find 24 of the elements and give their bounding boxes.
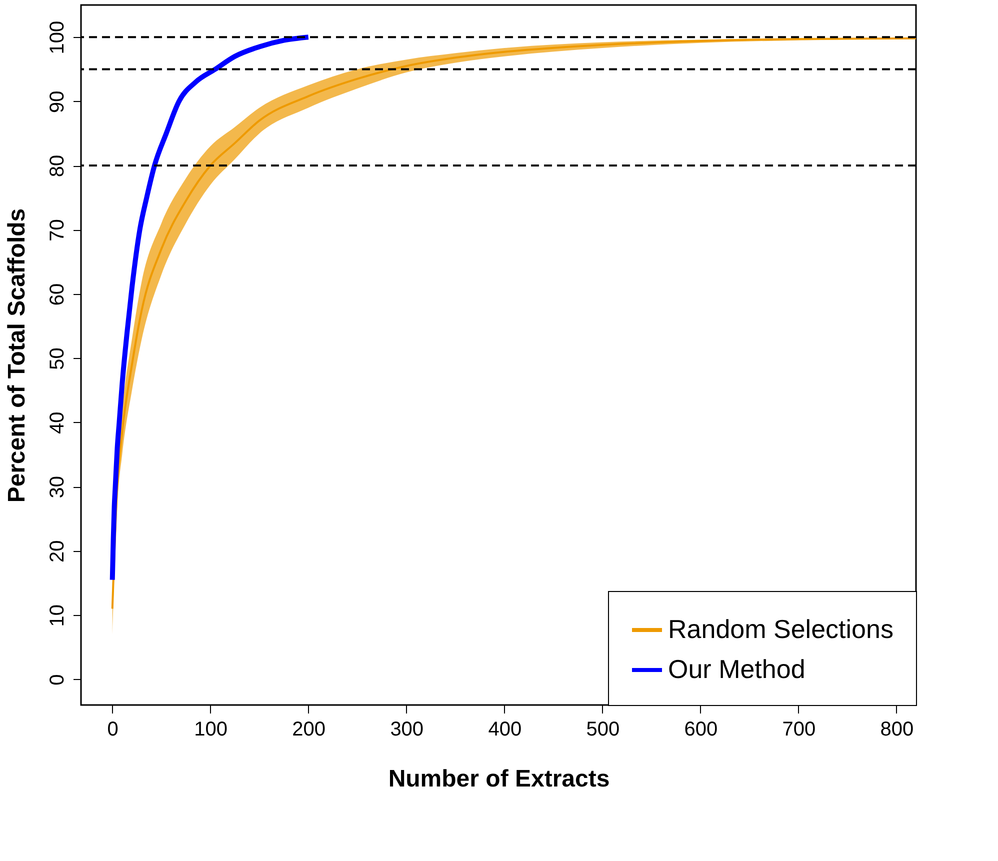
- y-tick-label: 0: [46, 674, 68, 686]
- x-axis-title: Number of Extracts: [388, 766, 610, 792]
- legend-label: Random Selections: [668, 614, 894, 644]
- x-tick-label: 700: [782, 718, 816, 740]
- y-tick-label: 40: [46, 412, 68, 434]
- x-tick-label: 300: [390, 718, 424, 740]
- y-tick-label: 50: [46, 348, 68, 370]
- legend-label: Our Method: [668, 654, 806, 684]
- y-tick-label: 100: [46, 20, 68, 54]
- x-tick-label: 100: [194, 718, 228, 740]
- x-tick-label: 500: [586, 718, 620, 740]
- x-tick-label: 0: [107, 718, 118, 740]
- y-tick-label: 90: [46, 90, 68, 113]
- y-tick-label: 60: [46, 283, 68, 306]
- x-tick-label: 200: [292, 718, 326, 740]
- y-tick-label: 20: [46, 540, 68, 562]
- x-tick-label: 800: [880, 718, 914, 740]
- y-tick-label: 80: [46, 154, 68, 178]
- y-axis-title: Percent of Total Scaffolds: [4, 208, 30, 503]
- y-tick-label: 70: [46, 219, 68, 242]
- x-tick-label: 600: [684, 718, 718, 740]
- y-tick-label: 30: [46, 476, 68, 498]
- x-tick-label: 400: [488, 718, 522, 740]
- y-tick-label: 10: [46, 604, 68, 627]
